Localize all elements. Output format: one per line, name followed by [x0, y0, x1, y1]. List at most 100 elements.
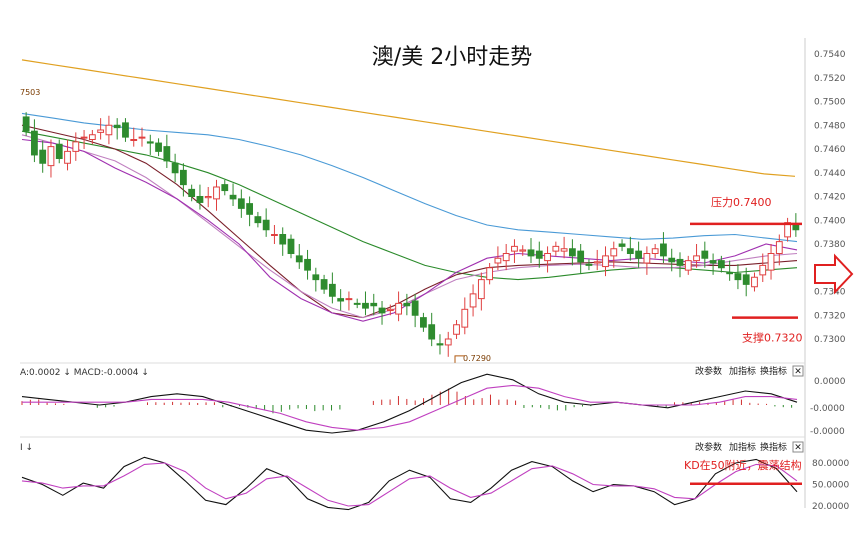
candle-down	[312, 274, 320, 281]
candle-up	[47, 146, 55, 167]
candle-down	[742, 274, 750, 285]
candle-up	[72, 141, 80, 152]
candle-up	[461, 308, 469, 328]
price-tick: 0.7540	[814, 50, 846, 60]
ma-line-5	[21, 138, 798, 322]
price-tick: 0.7340	[814, 288, 846, 298]
candle-down	[287, 238, 295, 254]
macd-close-button[interactable]	[792, 365, 804, 377]
candle-down	[146, 141, 154, 144]
candle-up	[560, 248, 568, 252]
moving-average-lines	[21, 59, 798, 322]
candle-down	[229, 194, 237, 200]
candle-up	[511, 245, 518, 252]
macd-tick-2: -0.0000	[810, 427, 845, 437]
kd-close-icon: ✕	[794, 443, 802, 453]
candle-down	[403, 302, 411, 307]
price-tick: 0.7460	[814, 145, 846, 155]
candle-down	[254, 216, 262, 224]
candle-up	[486, 267, 494, 281]
price-tick: 0.7300	[814, 335, 846, 345]
candle-up	[502, 253, 510, 262]
candle-up	[775, 241, 783, 254]
candle-down	[411, 300, 419, 316]
kd-line-1	[21, 462, 798, 507]
macd-change-params-button[interactable]: 改参数	[695, 365, 722, 377]
kd-line-0	[21, 456, 798, 511]
forecast-arrow-icon	[814, 253, 854, 295]
left-ma-label: 7503	[20, 88, 40, 97]
resistance-label: 压力0.7400	[711, 196, 772, 209]
candle-up	[453, 324, 460, 335]
macd-add-indicator-button[interactable]: 加指标	[729, 365, 756, 377]
kd-tick: 80.0000	[812, 459, 849, 469]
candle-down	[353, 302, 361, 305]
candle-up	[88, 134, 96, 140]
macd-switch-indicator-button[interactable]: 换指标	[760, 365, 787, 377]
candle-down	[436, 343, 444, 346]
macd-line-0	[21, 373, 798, 434]
kd-change-params-button[interactable]: 改参数	[695, 441, 722, 453]
candle-down	[328, 283, 336, 297]
candle-up	[444, 338, 452, 346]
candle-down	[378, 307, 386, 314]
candle-down	[618, 243, 626, 247]
candle-down	[535, 250, 543, 259]
candle-down	[188, 188, 196, 197]
candle-up	[759, 264, 767, 276]
candle-up	[651, 248, 659, 254]
candle-down	[279, 234, 287, 245]
candle-down	[635, 250, 643, 259]
price-tick: 0.7520	[814, 74, 846, 84]
candle-down	[626, 248, 634, 254]
candle-up	[213, 186, 220, 200]
candle-down	[428, 324, 436, 340]
macd-tick-0: 0.0000	[814, 377, 846, 387]
kd-close-button[interactable]	[792, 441, 804, 453]
candle-up	[138, 136, 146, 139]
candle-down	[221, 184, 229, 192]
candle-up	[552, 245, 560, 252]
candle-up	[386, 308, 394, 311]
candle-down	[55, 143, 63, 159]
ma-line-2	[21, 130, 798, 281]
candle-down	[676, 258, 684, 266]
price-tick: 0.7400	[814, 216, 846, 226]
low-label: 0.7290	[463, 354, 491, 363]
candle-up	[544, 253, 551, 262]
ma-line-0	[21, 59, 796, 177]
candle-down	[196, 196, 204, 203]
annotations: 压力0.7400 支撑0.7320 0.7290	[454, 196, 803, 363]
candle-down	[171, 162, 179, 174]
candle-up	[751, 276, 758, 288]
kd-add-indicator-button[interactable]: 加指标	[729, 441, 756, 453]
macd-tick-1: -0.0000	[810, 404, 845, 414]
candle-down	[527, 249, 535, 257]
candle-up	[64, 150, 71, 164]
candle-up	[469, 293, 477, 308]
candle-up	[80, 136, 88, 139]
macd-close-icon: ✕	[794, 367, 802, 377]
candle-down	[660, 243, 667, 257]
candle-down	[262, 219, 270, 231]
macd-plot	[21, 373, 798, 434]
candle-down	[155, 142, 162, 152]
candle-down	[585, 263, 593, 266]
kd-header: I ↓	[20, 443, 33, 453]
candle-down	[304, 258, 311, 271]
candle-down	[122, 122, 129, 138]
candle-down	[709, 260, 717, 264]
candle-up	[610, 248, 618, 257]
candle-down	[717, 260, 725, 269]
support-label: 支撑0.7320	[742, 331, 803, 345]
ma-line-1	[21, 112, 798, 243]
candle-down	[792, 224, 800, 231]
price-tick: 0.7500	[814, 98, 846, 108]
kd-annotation: KD在50附近，震荡结构	[684, 458, 802, 472]
candle-down	[320, 279, 328, 290]
candle-up	[105, 124, 113, 136]
low-arrow-icon	[454, 355, 465, 363]
kd-switch-indicator-button[interactable]: 换指标	[760, 441, 787, 453]
candle-up	[684, 260, 692, 271]
